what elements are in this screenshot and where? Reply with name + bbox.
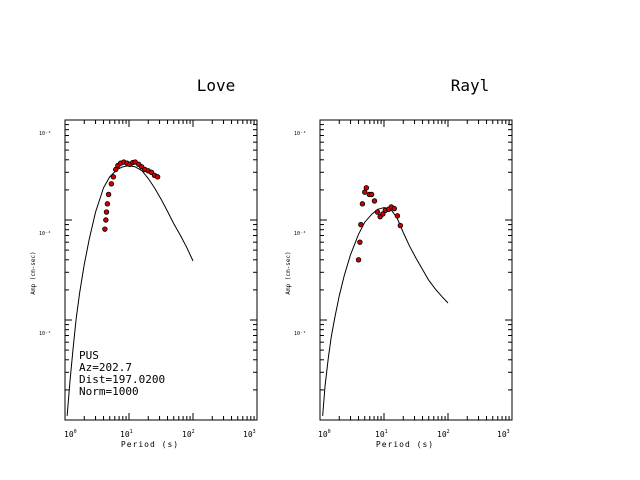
y-tick-label: 10⁻³ xyxy=(294,131,306,137)
station-annotation: PUS Az=202.7 Dist=197.0200 Norm=1000 xyxy=(79,349,165,398)
x-tick-label: 100 xyxy=(318,429,331,439)
y-tick-label: 10⁻⁴ xyxy=(294,231,306,237)
y-tick-label: 10⁻⁵ xyxy=(294,331,306,337)
x-tick-label: 103 xyxy=(243,429,256,439)
y-tick-labels: 10⁻³ 10⁻⁴ 10⁻⁵ xyxy=(294,131,306,337)
y-axis-label: Amp (cm-sec) xyxy=(30,251,37,294)
observed-point xyxy=(363,185,370,191)
synthetic-curve-group xyxy=(66,165,194,416)
x-tick-label: 103 xyxy=(497,429,510,439)
observed-point xyxy=(357,239,363,245)
y-axis-label: Amp (cm-sec) xyxy=(285,251,292,294)
y-tick-label: 10⁻⁴ xyxy=(39,231,51,237)
x-tick-labels: 100 101 102 103 xyxy=(318,429,510,439)
observed-point xyxy=(355,257,362,263)
observed-points-group xyxy=(102,159,161,232)
plot-frame xyxy=(319,119,513,421)
rayleigh-panel: Rayl 100 101 102 103 10⁻³ 10⁻⁴ 10⁻⁵ Peri… xyxy=(285,76,513,449)
observed-point xyxy=(108,181,115,187)
observed-points-group xyxy=(355,185,404,263)
annotation-norm: Norm=1000 xyxy=(79,385,139,398)
x-tick-label: 102 xyxy=(182,429,195,439)
observed-point xyxy=(104,201,111,207)
synthetic-curve xyxy=(322,207,449,416)
axis-ticks xyxy=(64,120,257,421)
annotation-distance: Dist=197.0200 xyxy=(79,373,165,386)
observed-point xyxy=(371,198,378,204)
observed-point xyxy=(110,174,117,180)
observed-point xyxy=(103,209,110,215)
observed-point xyxy=(102,226,108,232)
observed-point xyxy=(358,221,364,228)
panel-title: Love xyxy=(197,76,236,95)
plot-frame xyxy=(64,119,258,421)
y-tick-label: 10⁻³ xyxy=(39,131,51,137)
observed-point xyxy=(397,222,404,229)
observed-point xyxy=(374,209,381,215)
x-tick-label: 101 xyxy=(375,429,388,439)
panel-title: Rayl xyxy=(451,76,490,95)
observed-point xyxy=(394,213,401,219)
observed-point xyxy=(103,217,109,223)
love-panel: Love 100 101 102 103 10⁻³ 10⁻⁴ 10⁻⁵ Peri… xyxy=(30,76,258,449)
observed-point xyxy=(105,191,112,198)
x-axis-label: Period (s) xyxy=(376,440,434,449)
annotation-station: PUS xyxy=(79,349,99,362)
x-tick-label: 100 xyxy=(64,429,77,439)
synthetic-curve-group xyxy=(322,207,449,416)
annotation-azimuth: Az=202.7 xyxy=(79,361,132,374)
x-tick-label: 101 xyxy=(120,429,133,439)
observed-point xyxy=(380,211,386,217)
x-axis-label: Period (s) xyxy=(121,440,179,449)
y-tick-label: 10⁻⁵ xyxy=(39,331,51,337)
observed-point xyxy=(368,191,375,198)
y-tick-labels: 10⁻³ 10⁻⁴ 10⁻⁵ xyxy=(39,131,51,337)
x-tick-label: 102 xyxy=(437,429,450,439)
observed-point xyxy=(391,205,398,212)
observed-point xyxy=(362,189,368,195)
observed-point xyxy=(359,201,366,207)
observed-point xyxy=(154,174,161,180)
axis-ticks xyxy=(319,120,512,421)
x-tick-labels: 100 101 102 103 xyxy=(64,429,256,439)
synthetic-curve xyxy=(66,165,194,416)
